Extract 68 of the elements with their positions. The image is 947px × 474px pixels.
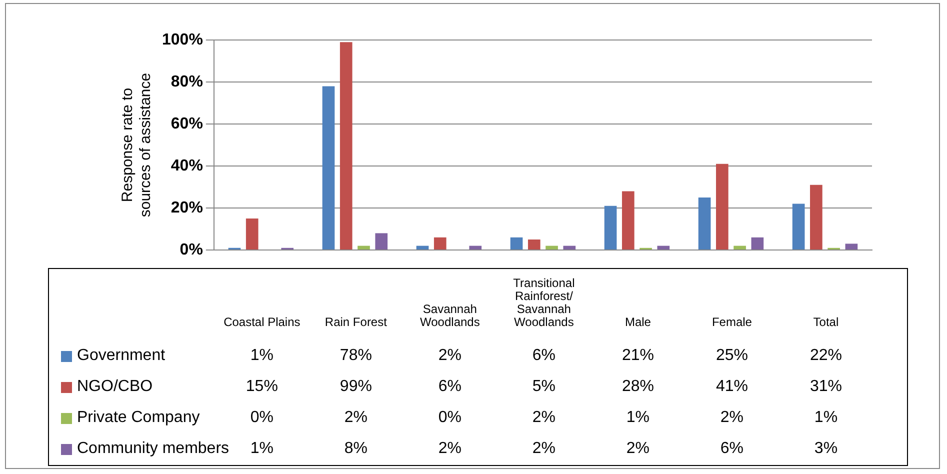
bar: [340, 42, 352, 250]
data-label: 1%: [625, 409, 651, 427]
bar: [604, 206, 617, 250]
bar: [810, 184, 822, 250]
data-label: 31%: [808, 378, 843, 396]
data-label: 78%: [338, 347, 373, 365]
data-label: 22%: [808, 347, 843, 365]
x-tick-label: Transitional Rainforest/ Savannah Woodlands: [512, 276, 576, 329]
y-tick-label: 60%: [170, 115, 203, 132]
y-axis-title: Response rate to sources of assistance: [119, 72, 154, 218]
data-label: 0%: [437, 409, 462, 427]
bar: [469, 246, 482, 250]
data-label: 6%: [437, 378, 462, 396]
data-label: 0%: [249, 409, 274, 427]
legend-label: Government: [77, 347, 166, 365]
bar: [734, 246, 746, 250]
legend-label: Private Company: [77, 409, 200, 427]
data-label: 2%: [437, 347, 462, 365]
x-tick-label: Male: [624, 315, 652, 329]
x-tick-label: Coastal Plains: [222, 315, 302, 329]
data-label: 21%: [620, 347, 655, 365]
bar: [792, 204, 805, 250]
bar: [434, 237, 446, 250]
legend-label: Community members: [77, 440, 230, 458]
x-tick-label: Total: [812, 315, 840, 329]
data-label: 6%: [719, 440, 745, 458]
data-label: 2%: [531, 440, 557, 458]
bar: [657, 246, 670, 250]
data-label: 25%: [714, 347, 749, 365]
bar: [528, 240, 540, 250]
y-tick-label: 20%: [170, 199, 203, 216]
legend-label: NGO/CBO: [77, 378, 153, 396]
data-label: 2%: [343, 409, 368, 427]
y-tick-label: 80%: [170, 73, 203, 90]
data-label: 15%: [244, 378, 279, 396]
data-label: 41%: [714, 378, 749, 396]
bar: [751, 237, 764, 250]
bar: [698, 198, 711, 250]
data-label: 1%: [250, 440, 274, 457]
y-tick-label: 100%: [162, 31, 203, 48]
bar: [322, 86, 335, 250]
data-label: 99%: [338, 378, 373, 396]
data-label: 8%: [343, 440, 368, 458]
y-tick-label: 40%: [170, 157, 203, 174]
bar: [416, 246, 429, 250]
data-label: 28%: [620, 378, 655, 396]
data-label: 1%: [813, 409, 839, 427]
data-label: 5%: [531, 378, 557, 396]
y-tick-label: 0%: [180, 241, 203, 258]
bar: [622, 191, 634, 250]
bar: [375, 233, 388, 250]
bar: [716, 164, 728, 250]
data-label: 2%: [531, 409, 557, 427]
x-tick-label: Female: [710, 315, 753, 329]
bar: [510, 237, 523, 250]
bar: [546, 246, 558, 250]
x-tick-label: Rain Forest: [324, 315, 388, 329]
data-label: 2%: [437, 440, 462, 458]
x-tick-label: Savannah Woodlands: [419, 302, 481, 329]
data-label: 1%: [249, 347, 274, 365]
bar: [563, 246, 576, 250]
bar: [246, 218, 258, 250]
bar: [845, 244, 858, 250]
data-label: 2%: [719, 409, 745, 427]
data-label: 2%: [625, 440, 651, 458]
data-label: 3%: [813, 440, 839, 458]
data-label: 6%: [531, 347, 557, 365]
bar: [358, 246, 370, 250]
